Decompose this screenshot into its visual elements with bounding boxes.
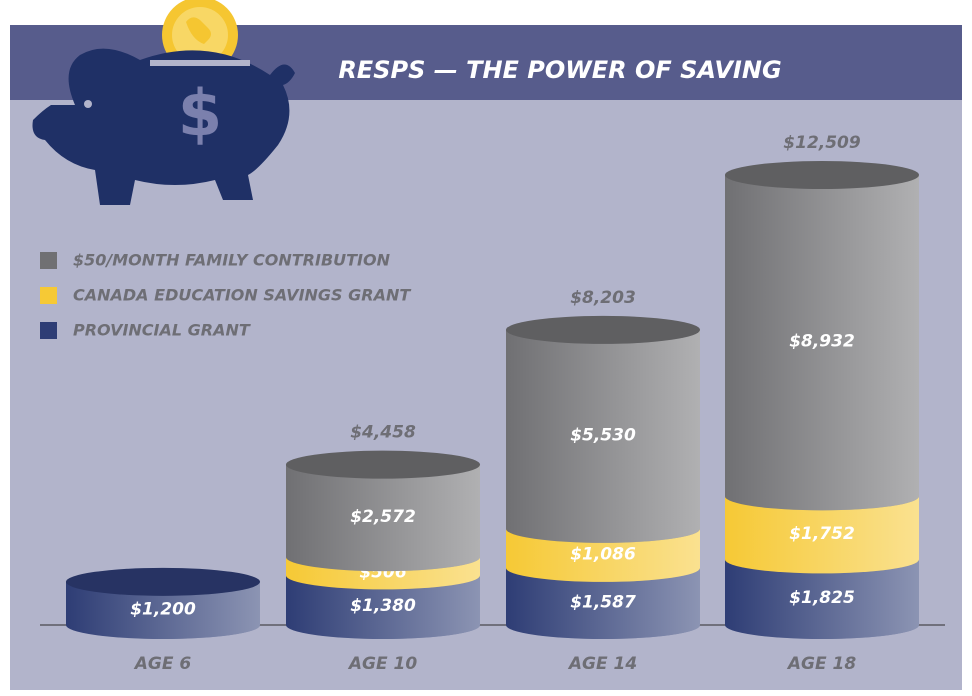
x-tick-label: AGE 14 — [567, 654, 637, 674]
data-label: $1,380 — [350, 596, 416, 616]
cylinder-top-shade — [286, 451, 480, 479]
x-tick-label: AGE 10 — [347, 654, 417, 674]
total-label: $12,509 — [783, 133, 861, 153]
data-label: $1,752 — [789, 524, 855, 544]
x-tick-label: AGE 18 — [786, 654, 856, 674]
data-label: $5,530 — [570, 425, 636, 445]
legend-label: PROVINCIAL GRANT — [73, 321, 251, 340]
data-label: $8,932 — [789, 332, 855, 352]
legend-swatch — [40, 252, 57, 269]
data-label: $1,086 — [570, 544, 636, 564]
data-label: $2,572 — [350, 507, 416, 527]
chart-title: RESPS — THE POWER OF SAVING — [338, 56, 781, 84]
legend-label: CANADA EDUCATION SAVINGS GRANT — [73, 286, 411, 305]
total-label: $4,458 — [350, 423, 416, 443]
legend-swatch — [40, 322, 57, 339]
x-tick-label: AGE 6 — [133, 654, 192, 674]
legend-swatch — [40, 287, 57, 304]
data-label: $1,825 — [789, 588, 855, 608]
data-label: $1,200 — [130, 599, 196, 619]
svg-text:$: $ — [178, 78, 223, 152]
cylinder-top-shade — [66, 568, 260, 596]
cylinder-top-shade — [506, 316, 700, 344]
data-label: $1,587 — [570, 592, 636, 612]
legend-label: $50/MONTH FAMILY CONTRIBUTION — [73, 251, 391, 270]
cylinder-top-shade — [725, 161, 919, 189]
total-label: $8,203 — [570, 288, 636, 308]
chart: RESPS — THE POWER OF SAVING $ $50/MONTH … — [0, 0, 972, 696]
